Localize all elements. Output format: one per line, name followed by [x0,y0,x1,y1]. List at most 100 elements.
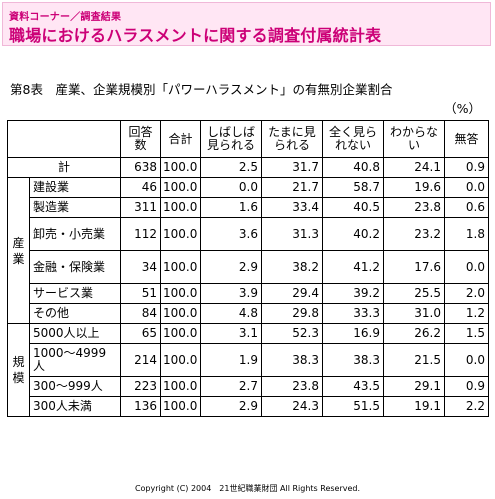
cell: 100.0 [160,376,201,397]
cell: 1.2 [444,303,489,324]
cell: 41.2 [322,250,384,284]
cell: 19.6 [383,177,445,198]
cell: 17.6 [383,250,445,284]
cell: 84 [120,303,161,324]
cell: 100.0 [160,177,201,198]
cell: 0.0 [444,177,489,198]
corner-cell [7,120,121,158]
cell: 31.3 [261,217,323,251]
cell: 1.6 [200,197,262,218]
page-header: 資料コーナー／調査結果 職場におけるハラスメントに関する調査付属統計表 [2,2,491,46]
cell: 16.9 [322,323,384,344]
cell: 100.0 [160,250,201,284]
table-row: サービス業 51 100.0 3.9 29.4 39.2 25.5 2.0 [8,283,489,304]
column-header: 合計 [160,120,201,158]
row-label: 卸売・小売業 [29,217,121,251]
cell: 2.9 [200,396,262,417]
cell: 1.8 [444,217,489,251]
cell: 34 [120,250,161,284]
table-row: 規模 5000人以上 65 100.0 3.1 52.3 16.9 26.2 1… [7,323,489,417]
row-label: 製造業 [29,197,121,218]
cell: 29.8 [261,303,323,324]
cell: 25.5 [383,283,445,304]
cell: 100.0 [160,283,201,304]
cell: 26.2 [383,323,445,344]
header-title: 職場におけるハラスメントに関する調査付属統計表 [9,26,382,45]
cell: 100.0 [160,343,201,377]
row-label: 1000〜4999人 [29,343,121,377]
cell: 136 [120,396,161,417]
copyright-notice: Copyright (C) 2004 21世紀職業財団 All Rights R… [134,484,361,493]
cell: 100.0 [160,396,201,417]
column-header: 無答 [444,120,489,158]
row-label: 金融・保険業 [29,250,121,284]
cell: 311 [120,197,161,218]
cell: 23.8 [383,197,445,218]
table-row: 金融・保険業 34 100.0 2.9 38.2 41.2 17.6 0.0 [8,250,489,284]
cell: 2.9 [200,250,262,284]
unit-label: （%） [444,101,481,116]
cell: 3.9 [200,283,262,304]
cell: 21.5 [383,343,445,377]
cell: 23.8 [261,376,323,397]
table-row: 300〜999人 223 100.0 2.7 23.8 43.5 29.1 0.… [8,376,489,397]
row-label: 300人未満 [29,396,121,417]
cell: 33.3 [322,303,384,324]
cell: 46 [120,177,161,198]
cell: 2.7 [200,376,262,397]
cell: 39.2 [322,283,384,304]
cell: 2.5 [200,157,262,178]
table-row: 産業 建設業 46 100.0 0.0 21.7 58.7 19.6 0.0 [7,177,489,324]
cell: 0.6 [444,197,489,218]
cell: 1.5 [444,323,489,344]
cell: 65 [120,323,161,344]
row-label: 300〜999人 [29,376,121,397]
cell: 40.8 [322,157,384,178]
cell: 0.0 [200,177,262,198]
cell: 3.6 [200,217,262,251]
cell: 31.0 [383,303,445,324]
table-row: その他 84 100.0 4.8 29.8 33.3 31.0 1.2 [8,303,489,324]
column-header: 全く見られない [322,120,384,158]
cell: 100.0 [160,323,201,344]
cell: 23.2 [383,217,445,251]
cell: 29.4 [261,283,323,304]
cell: 2.0 [444,283,489,304]
header-row: 回答数 合計 しばしば見られる たまに見られる 全く見られない わからない 無答 [7,120,489,158]
row-label: 5000人以上 [29,323,121,344]
cell: 4.8 [200,303,262,324]
row-label: その他 [29,303,121,324]
row-label: 計 [7,157,121,178]
cell: 38.3 [322,343,384,377]
row-label: 建設業 [29,177,121,198]
row-label: サービス業 [29,283,121,304]
cell: 214 [120,343,161,377]
column-header: 回答数 [120,120,161,158]
cell: 223 [120,376,161,397]
cell: 33.4 [261,197,323,218]
cell: 1.9 [200,343,262,377]
cell: 51 [120,283,161,304]
table-caption: 第8表 産業、企業規模別「パワーハラスメント」の有無別企業割合 [10,82,393,97]
table-row: 1000〜4999人 214 100.0 1.9 38.3 38.3 21.5 … [8,343,489,377]
cell: 52.3 [261,323,323,344]
cell: 38.3 [261,343,323,377]
cell: 100.0 [160,197,201,218]
column-header: しばしば見られる [200,120,262,158]
table-row: 300人未満 136 100.0 2.9 24.3 51.5 19.1 2.2 [8,396,489,417]
cell: 40.2 [322,217,384,251]
cell: 0.9 [444,157,489,178]
table-row: 製造業 311 100.0 1.6 33.4 40.5 23.8 0.6 [8,197,489,218]
data-table: 回答数 合計 しばしば見られる たまに見られる 全く見られない わからない 無答… [7,120,489,417]
cell: 21.7 [261,177,323,198]
cell: 100.0 [160,217,201,251]
cell: 0.9 [444,376,489,397]
cell: 638 [120,157,161,178]
group-label-size: 規模 [7,323,30,417]
column-header: たまに見られる [261,120,323,158]
cell: 0.0 [444,343,489,377]
group-label-industry: 産業 [7,177,30,324]
total-row: 計 638 100.0 2.5 31.7 40.8 24.1 0.9 [7,157,489,178]
cell: 58.7 [322,177,384,198]
column-header: わからない [383,120,445,158]
